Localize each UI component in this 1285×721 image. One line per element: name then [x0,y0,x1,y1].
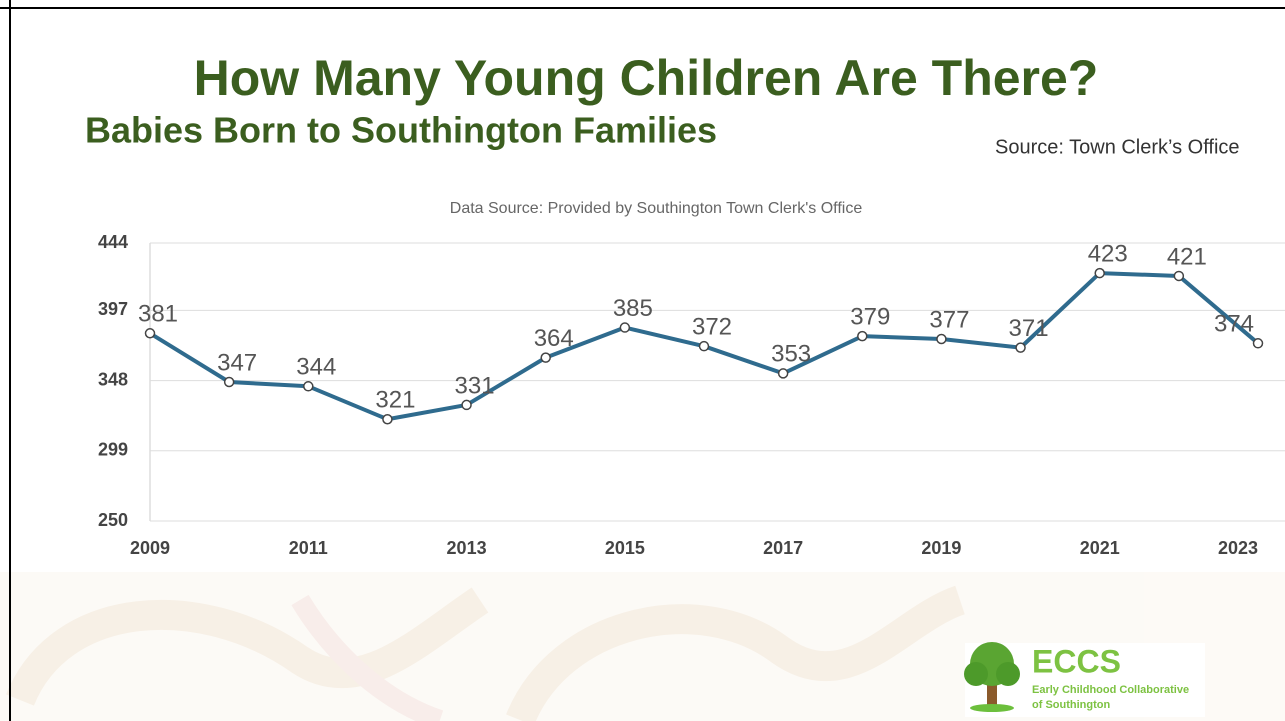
data-label: 372 [692,314,732,341]
y-tick-label: 250 [98,510,128,530]
data-label: 421 [1167,243,1207,270]
data-point [779,369,788,378]
data-point [858,332,867,341]
data-label: 423 [1088,240,1128,267]
data-label: 371 [1009,315,1049,342]
data-label: 381 [138,301,178,328]
data-label: 353 [771,341,811,368]
logo: ECCS Early Childhood Collaborative of So… [964,642,1205,717]
x-tick-label: 2011 [289,538,328,558]
data-point [937,335,946,344]
data-label: 385 [613,295,653,322]
x-tick-label: 2013 [447,538,487,558]
data-label: 321 [375,387,415,414]
data-label: 331 [455,372,495,399]
data-point [620,323,629,332]
chart-title: Data Source: Provided by Southington Tow… [450,200,863,217]
data-label: 379 [850,303,890,330]
data-point [146,329,155,338]
y-tick-label: 348 [98,369,128,389]
data-point [304,382,313,391]
x-tick-label: 2023 [1218,538,1258,558]
data-point [1016,343,1025,352]
y-tick-label: 444 [98,232,128,252]
data-label: 374 [1214,311,1254,338]
logo-grass [970,704,1014,712]
logo-canopy [996,662,1020,686]
data-point [225,378,234,387]
data-point [700,342,709,351]
data-label: 364 [534,325,574,352]
x-tick-label: 2021 [1080,538,1120,558]
x-tick-label: 2017 [763,538,803,558]
logo-name: ECCS [1032,643,1121,679]
data-label: 347 [217,349,257,376]
x-tick-label: 2009 [130,538,170,558]
data-point [383,415,392,424]
logo-canopy [964,662,988,686]
logo-line: of Southington [1032,699,1110,711]
data-point [541,353,550,362]
data-point [1174,271,1183,280]
slide-title: How Many Young Children Are There? [194,50,1099,106]
y-tick-label: 397 [98,299,128,319]
chart: How Many Young Children Are There? Babie… [0,0,1285,721]
source-note: Source: Town Clerk’s Office [995,136,1240,158]
logo-line: Early Childhood Collaborative [1032,684,1189,696]
data-label: 377 [929,306,969,333]
data-point [1254,339,1263,348]
x-tick-label: 2015 [605,538,645,558]
data-label: 344 [296,354,336,381]
slide-subtitle: Babies Born to Southington Families [85,110,717,151]
data-point [462,400,471,409]
y-tick-label: 299 [98,440,128,460]
x-tick-label: 2019 [921,538,961,558]
data-point [1095,269,1104,278]
slide: How Many Young Children Are There? Babie… [0,0,1285,721]
